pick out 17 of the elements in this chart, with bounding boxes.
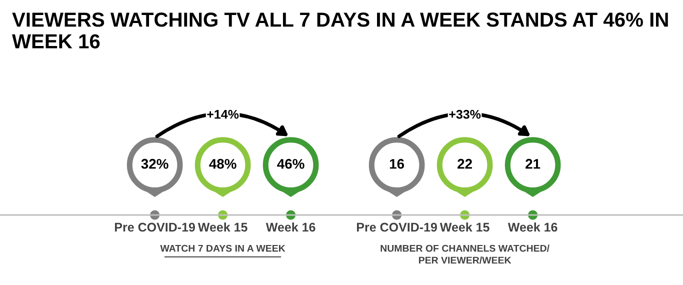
data-label: 48%: [209, 158, 236, 169]
text: +14%: [207, 110, 239, 119]
category-label: Week 15: [198, 222, 248, 232]
data-label: 46%: [277, 158, 304, 169]
data-label: 21: [526, 158, 540, 169]
data-label: 22: [458, 158, 472, 169]
text: +33%: [449, 110, 481, 119]
text: WATCH 7 DAYS IN A WEEK: [160, 244, 286, 252]
category-label: Week 15: [440, 222, 490, 232]
category-label: Pre COVID-19: [356, 222, 437, 232]
category-label: Week 16: [508, 222, 558, 232]
text: NUMBER OF CHANNELS WATCHED/ PER VIEWER/WEEK: [380, 244, 550, 264]
category-label: Pre COVID-19: [114, 222, 195, 232]
data-label: 32%: [141, 158, 168, 169]
text: VIEWERS WATCHING TV ALL 7 DAYS IN A WEEK STANDS AT 46% IN WEEK 16: [12, 12, 668, 48]
data-label: 16: [390, 158, 404, 169]
category-label: Week 16: [266, 222, 316, 232]
